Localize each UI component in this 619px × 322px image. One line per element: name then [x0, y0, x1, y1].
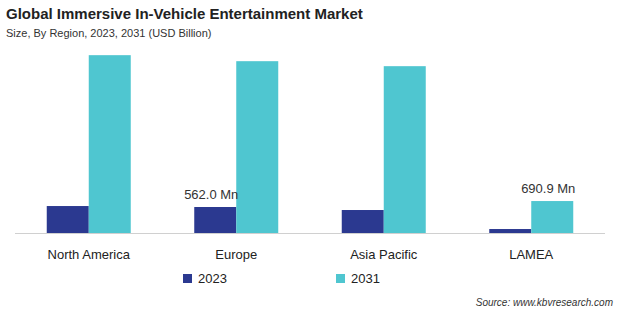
category-label: North America: [48, 247, 131, 262]
title: Global Immersive In-Vehicle Entertainmen…: [6, 5, 363, 22]
chart-root: Global Immersive In-Vehicle Entertainmen…: [0, 0, 619, 322]
bar: [47, 206, 89, 233]
legend-label: 2023: [198, 271, 227, 286]
bar: [236, 61, 278, 233]
legend-label: 2031: [351, 271, 380, 286]
bar: [342, 210, 384, 233]
bar: [194, 207, 236, 233]
data-label: 690.9 Mn: [521, 181, 575, 196]
chart-svg: Global Immersive In-Vehicle Entertainmen…: [0, 0, 619, 322]
category-label: LAMEA: [509, 247, 553, 262]
category-label: Asia Pacific: [350, 247, 418, 262]
bar: [531, 201, 573, 233]
subtitle: Size, By Region, 2023, 2031 (USD Billion…: [6, 27, 211, 39]
bar: [384, 66, 426, 233]
bars: [47, 55, 574, 233]
x-axis-line: [15, 233, 605, 234]
source: Source: www.kbvresearch.com: [476, 297, 613, 308]
legend-swatch: [336, 274, 345, 283]
bar: [89, 55, 131, 233]
bar: [489, 229, 531, 233]
legend-swatch: [183, 274, 192, 283]
category-label: Europe: [215, 247, 257, 262]
data-label: 562.0 Mn: [184, 187, 238, 202]
data-labels: 562.0 Mn 690.9 Mn: [184, 181, 575, 202]
